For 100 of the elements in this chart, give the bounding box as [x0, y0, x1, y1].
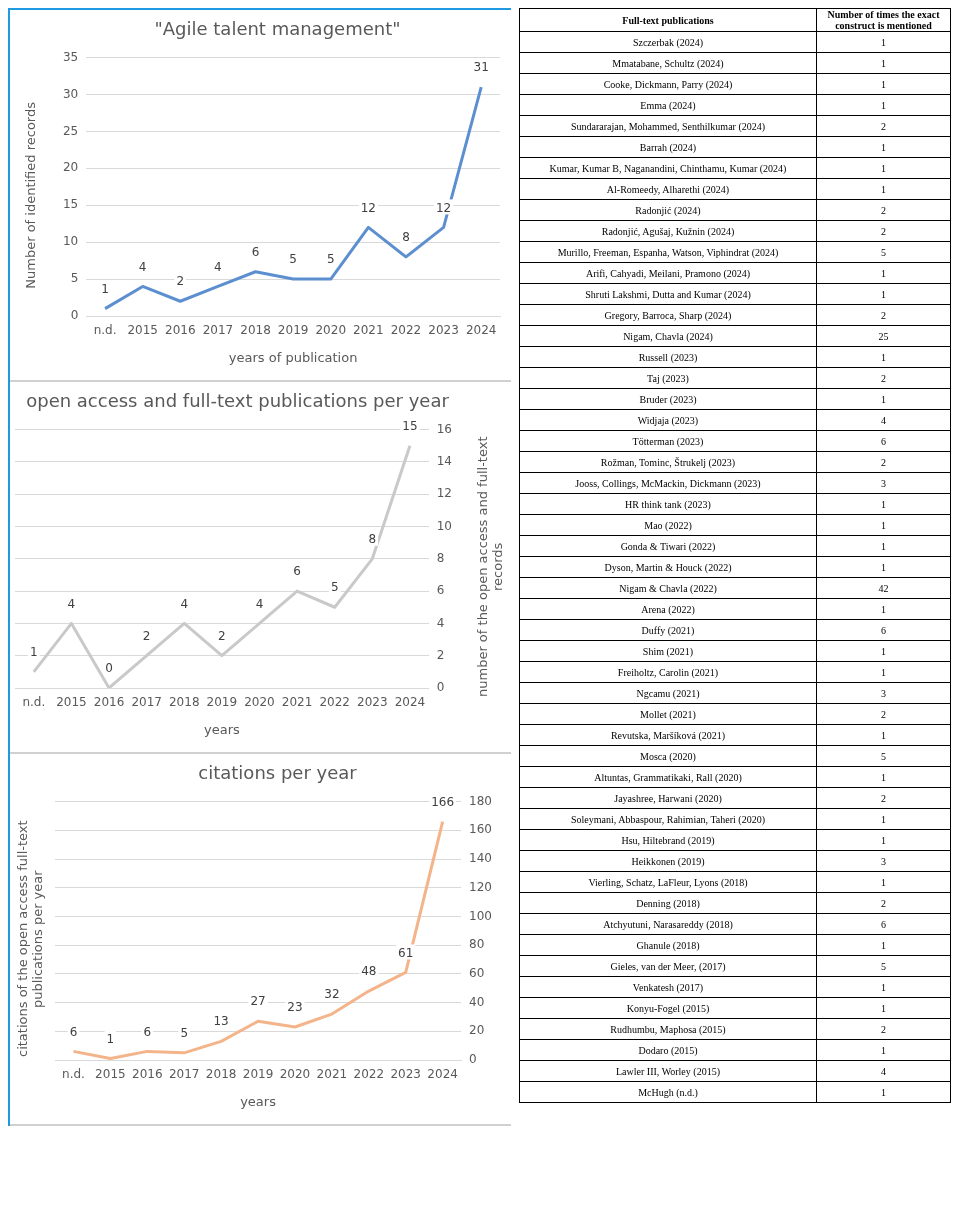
- data-label: 4: [180, 596, 189, 611]
- data-label: 2: [816, 703, 951, 725]
- x-axis-title: years: [240, 1093, 277, 1109]
- category-label: Gonda & Tiwari (2022): [519, 535, 817, 557]
- x-tick-label: 2020: [279, 1067, 311, 1082]
- data-label: 1: [816, 94, 951, 116]
- data-label: 2: [816, 199, 951, 221]
- data-label: 1: [816, 1081, 951, 1103]
- data-label: 6: [143, 1024, 152, 1039]
- y-tick-label: 14: [436, 454, 453, 469]
- y-tick-label: 12: [436, 486, 453, 501]
- category-label: Bruder (2023): [519, 388, 817, 410]
- category-label: Mao (2022): [519, 514, 817, 536]
- x-tick-label: 2016: [165, 323, 196, 338]
- data-label: 15: [402, 418, 418, 433]
- x-tick-label: 2018: [240, 323, 271, 338]
- data-label: 1: [816, 262, 951, 284]
- y-tick-label: 160: [469, 822, 492, 837]
- category-label: Cooke, Dickmann, Parry (2024): [519, 73, 817, 95]
- chart-title: open access and full-text publications per year: [26, 390, 450, 412]
- category-label: Soleymani, Abbaspour, Rahimian, Taheri (2020): [519, 808, 817, 830]
- x-tick-label: 2019: [206, 695, 238, 710]
- x-tick-label: 2022: [353, 1067, 385, 1082]
- data-label: 3: [816, 472, 951, 494]
- category-label: Radonjić, Agušaj, Kužnin (2024): [519, 220, 817, 242]
- data-label: 27: [250, 994, 266, 1009]
- data-label: 5: [326, 252, 335, 267]
- data-label: 1: [816, 661, 951, 683]
- data-label: 6: [816, 913, 951, 935]
- data-label: 1: [816, 724, 951, 746]
- y-tick-label: 25: [62, 123, 79, 138]
- x-tick-label: 2022: [319, 695, 350, 710]
- data-label: 5: [816, 745, 951, 767]
- data-label: 2: [816, 1018, 951, 1040]
- x-tick-label: 2021: [281, 695, 313, 710]
- data-label: 5: [816, 955, 951, 977]
- data-label: 32: [324, 987, 340, 1002]
- data-label: 4: [214, 259, 222, 274]
- category-label: Freiholtz, Carolin (2021): [519, 661, 817, 683]
- x-tick-label: 2016: [93, 695, 125, 710]
- category-label: Gieles, van der Meer, (2017): [519, 955, 817, 977]
- data-label: 2: [816, 304, 951, 326]
- y-tick-label: 2: [436, 647, 445, 662]
- text: Full-text publications: [519, 8, 817, 32]
- x-tick-label: 2024: [427, 1067, 458, 1082]
- x-tick-label: 2020: [315, 323, 347, 338]
- x-tick-label: 2024: [465, 323, 497, 338]
- data-label: 1: [816, 283, 951, 305]
- data-label: 1: [816, 388, 951, 410]
- category-label: Taj (2023): [519, 367, 817, 389]
- category-label: Dyson, Martin & Houck (2022): [519, 556, 817, 578]
- y-tick-label: 6: [436, 583, 445, 598]
- category-label: Tötterman (2023): [519, 430, 817, 452]
- data-label: 2: [218, 628, 226, 643]
- data-label: 6: [816, 430, 951, 452]
- y-tick-label: 10: [62, 234, 79, 249]
- x-tick-label: 2024: [394, 695, 426, 710]
- data-label: 2: [816, 367, 951, 389]
- x-tick-label: 2023: [390, 1067, 421, 1082]
- category-label: Denning (2018): [519, 892, 817, 914]
- data-label: 6: [816, 619, 951, 641]
- text: Number of times the exact construct is mentioned: [816, 8, 951, 32]
- category-label: Ghanule (2018): [519, 934, 817, 956]
- category-label: Widjaja (2023): [519, 409, 817, 431]
- data-label: 1: [101, 281, 109, 296]
- category-label: Arifi, Cahyadi, Meilani, Pramono (2024): [519, 262, 817, 284]
- data-label: 2: [816, 787, 951, 809]
- data-label: 1: [816, 1039, 951, 1061]
- data-label: 4: [255, 596, 264, 611]
- y-axis-title: number of the open access and full-text records: [475, 435, 505, 700]
- category-label: Gregory, Barroca, Sharp (2024): [519, 304, 817, 326]
- data-label: 1: [816, 514, 951, 536]
- category-label: Al-Romeedy, Alharethi (2024): [519, 178, 817, 200]
- data-label: 1: [816, 640, 951, 662]
- x-axis-title: years of publication: [228, 349, 358, 365]
- data-label: 1: [816, 808, 951, 830]
- category-label: Mollet (2021): [519, 703, 817, 725]
- y-tick-label: 100: [469, 908, 492, 923]
- y-tick-label: 80: [469, 937, 485, 952]
- y-tick-label: 30: [62, 86, 79, 101]
- category-label: Jayashree, Harwani (2020): [519, 787, 817, 809]
- data-label: 1: [816, 346, 951, 368]
- data-label: 5: [816, 241, 951, 263]
- data-label: 2: [142, 628, 151, 643]
- y-tick-label: 20: [469, 1023, 485, 1038]
- x-axis-title: years: [203, 721, 240, 737]
- category-label: Rudhumbu, Maphosa (2015): [519, 1018, 817, 1040]
- x-tick-label: 2015: [95, 1067, 126, 1082]
- data-label: 2: [816, 115, 951, 137]
- data-label: 4: [816, 409, 951, 431]
- x-tick-label: n.d.: [22, 695, 46, 710]
- data-label: 48: [361, 964, 377, 979]
- category-label: Mmatabane, Schultz (2024): [519, 52, 817, 74]
- data-label: 1: [816, 535, 951, 557]
- y-tick-label: 60: [469, 965, 485, 980]
- category-label: Radonjić (2024): [519, 199, 817, 221]
- category-label: HR think tank (2023): [519, 493, 817, 515]
- data-label: 1: [29, 644, 38, 659]
- y-tick-label: 35: [62, 49, 79, 64]
- category-label: Shim (2021): [519, 640, 817, 662]
